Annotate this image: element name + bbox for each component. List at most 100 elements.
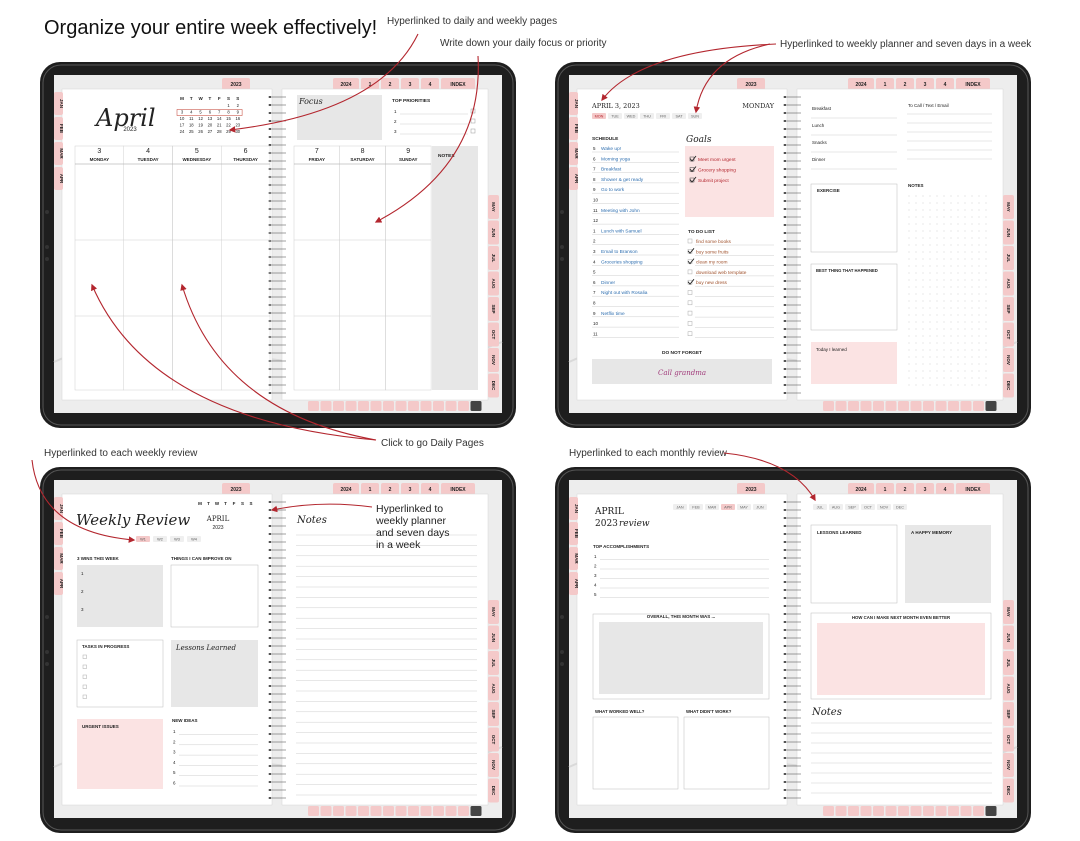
calendar-day[interactable]: 8 [227, 110, 230, 115]
month-tab-label[interactable]: JAN [59, 99, 64, 108]
day-pill-label[interactable]: SUN [691, 115, 699, 119]
top-tab-label[interactable]: 2024 [340, 487, 351, 493]
month-pill-label[interactable]: OCT [864, 506, 873, 510]
month-tab[interactable] [1003, 271, 1014, 296]
top-tab[interactable] [333, 483, 359, 495]
top-tab[interactable] [381, 483, 399, 495]
month-tab[interactable] [54, 497, 63, 520]
month-tab-label[interactable]: JUN [491, 228, 496, 237]
month-pill[interactable] [705, 504, 719, 510]
day-pill-label[interactable]: THU [643, 115, 651, 119]
month-tab-label[interactable]: OCT [491, 735, 496, 745]
top-tab[interactable] [876, 78, 894, 90]
calendar-day[interactable]: 16 [235, 116, 240, 121]
month-tab-label[interactable]: NOV [491, 760, 496, 770]
month-tab-label[interactable]: FEB [59, 529, 64, 539]
toolbar-icon[interactable] [470, 806, 482, 816]
month-tab[interactable] [54, 142, 63, 165]
day-date[interactable]: 5 [195, 148, 199, 155]
top-tab[interactable] [361, 78, 379, 90]
toolbar-icon[interactable] [345, 401, 357, 411]
day-name[interactable]: FRIDAY [309, 157, 325, 162]
top-tab-label[interactable]: 2023 [745, 82, 756, 88]
month-tab-label[interactable]: MAY [491, 202, 496, 212]
calendar-day[interactable]: 14 [217, 116, 222, 121]
toolbar-icon[interactable] [308, 806, 319, 816]
month-tab[interactable] [1003, 297, 1014, 321]
day-date[interactable]: 4 [146, 148, 150, 155]
day-date[interactable]: 7 [315, 148, 319, 155]
month-tab-label[interactable]: NOV [1006, 355, 1011, 365]
toolbar-icon[interactable] [848, 806, 859, 816]
calendar-day[interactable]: 26 [198, 129, 203, 134]
toolbar-icon[interactable] [985, 806, 997, 816]
top-tab[interactable] [381, 78, 399, 90]
week-pill[interactable] [153, 536, 167, 542]
day-pill[interactable] [656, 113, 670, 119]
toolbar-icon[interactable] [433, 401, 444, 411]
calendar-day[interactable]: 18 [189, 123, 194, 128]
top-tab-label[interactable]: 4 [944, 487, 947, 493]
top-tab[interactable] [896, 78, 914, 90]
toolbar-icon[interactable] [923, 401, 934, 411]
top-tab-label[interactable]: 1 [369, 487, 372, 493]
month-tab[interactable] [569, 572, 578, 595]
top-tab[interactable] [361, 483, 379, 495]
toolbar-icon[interactable] [935, 806, 947, 816]
calendar-day[interactable]: 25 [189, 129, 194, 134]
calendar-day[interactable]: 6 [209, 110, 212, 115]
day-pill[interactable] [672, 113, 686, 119]
month-pill-label[interactable]: MAR [708, 506, 717, 510]
month-tab[interactable] [488, 246, 499, 270]
toolbar-icon[interactable] [408, 401, 419, 411]
day-name[interactable]: MONDAY [90, 157, 110, 162]
top-tab-label[interactable]: 3 [924, 82, 927, 88]
calendar-day[interactable]: 4 [190, 110, 193, 115]
month-tab[interactable] [488, 778, 499, 803]
month-tab[interactable] [569, 117, 578, 140]
top-tab[interactable] [401, 483, 419, 495]
month-tab[interactable] [1003, 625, 1014, 650]
month-tab-label[interactable]: JUL [1006, 659, 1011, 668]
top-tab-label[interactable]: 2023 [745, 487, 756, 493]
month-tab[interactable] [569, 92, 578, 115]
month-tab[interactable] [1003, 246, 1014, 270]
day-name[interactable]: TUESDAY [138, 157, 159, 162]
month-tab-label[interactable]: MAY [1006, 607, 1011, 617]
calendar-day[interactable]: 19 [198, 123, 203, 128]
day-date[interactable]: 9 [406, 148, 410, 155]
toolbar-icon[interactable] [835, 401, 847, 411]
top-tab-label[interactable]: 3 [409, 82, 412, 88]
month-pill[interactable] [893, 504, 907, 510]
toolbar-icon[interactable] [320, 401, 332, 411]
day-name[interactable]: THURSDAY [233, 157, 258, 162]
month-pill-label[interactable]: AUG [832, 506, 840, 510]
toolbar-icon[interactable] [860, 806, 872, 816]
month-pill-label[interactable]: APR [724, 506, 732, 510]
toolbar-icon[interactable] [985, 401, 997, 411]
month-tab[interactable] [488, 195, 499, 219]
calendar-day[interactable]: 9 [237, 110, 240, 115]
calendar-day[interactable]: 27 [208, 129, 213, 134]
month-pill-label[interactable]: DEC [896, 506, 904, 510]
toolbar-icon[interactable] [408, 806, 419, 816]
top-tab[interactable] [737, 78, 765, 90]
month-pill-label[interactable]: JAN [676, 506, 683, 510]
month-tab[interactable] [488, 271, 499, 296]
top-tab[interactable] [333, 78, 359, 90]
month-pill[interactable] [721, 504, 735, 510]
toolbar-icon[interactable] [898, 806, 909, 816]
toolbar-icon[interactable] [358, 401, 369, 411]
month-tab-label[interactable]: SEP [1006, 304, 1011, 313]
month-tab[interactable] [488, 220, 499, 245]
month-pill[interactable] [753, 504, 767, 510]
month-tab[interactable] [54, 547, 63, 570]
top-tab-label[interactable]: 2 [389, 487, 392, 493]
day-pill-label[interactable]: MON [595, 115, 604, 119]
month-tab[interactable] [1003, 676, 1014, 701]
month-pill-label[interactable]: JUL [817, 506, 824, 510]
toolbar-icon[interactable] [823, 806, 834, 816]
month-tab-label[interactable]: SEP [491, 304, 496, 313]
month-pill-label[interactable]: MAY [740, 506, 748, 510]
day-pill-label[interactable]: WED [627, 115, 636, 119]
